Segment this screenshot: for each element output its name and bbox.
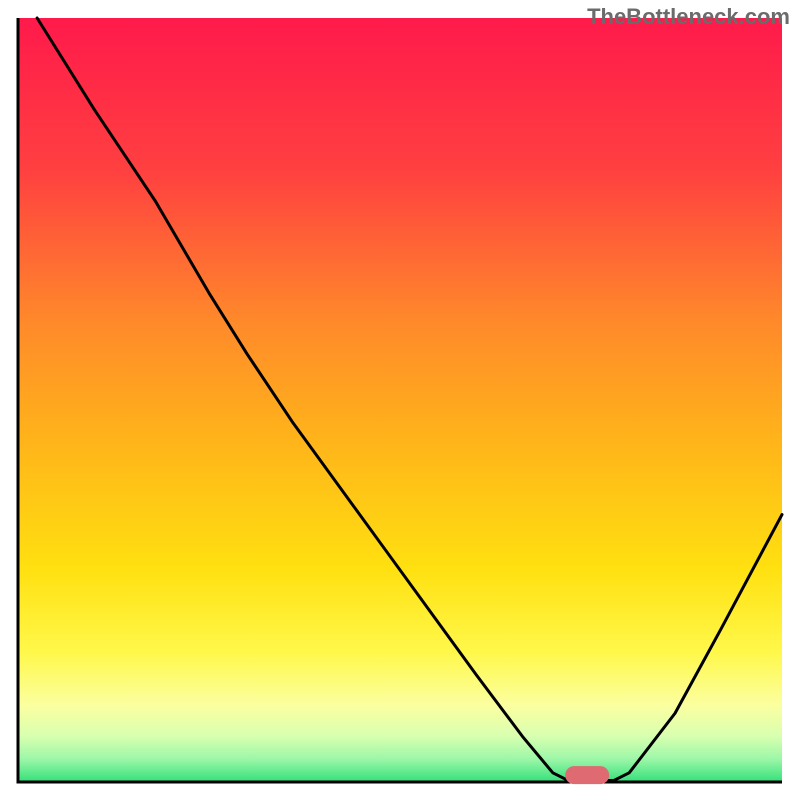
bottleneck-chart	[0, 0, 800, 800]
optimal-marker	[565, 766, 609, 784]
watermark-text: TheBottleneck.com	[587, 4, 790, 30]
chart-container: TheBottleneck.com	[0, 0, 800, 800]
gradient-background	[18, 18, 782, 782]
